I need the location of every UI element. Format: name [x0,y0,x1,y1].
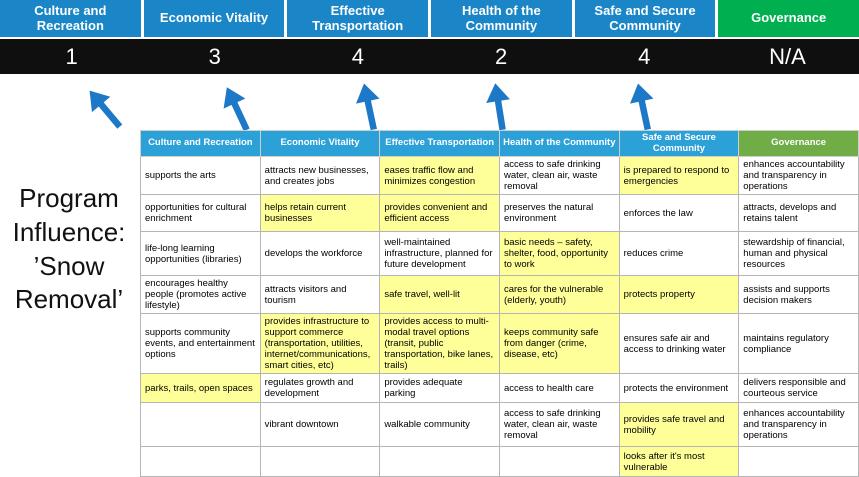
influence-arrow-1 [76,79,134,139]
matrix-cell-empty [498,446,620,477]
program-title-line: ’Snow [33,250,105,281]
matrix-cell: is prepared to respond to emergencies [618,156,740,196]
matrix-cell: life-long learning opportunities (librar… [140,231,261,277]
matrix-header-safe-and-secure-community: Safe and Secure Community [618,129,740,158]
matrix-cell-empty [738,446,859,477]
program-title-line: Program [19,183,119,213]
outcome-header-row: Culture and Recreation Economic Vitality E… [0,0,859,37]
outcome-header-safe-and-secure-community: Safe and Secure Community [574,0,716,37]
score-safe-and-secure-community: 4 [638,43,651,69]
outcome-header-economic-vitality: Economic Vitality [143,0,285,37]
matrix-cell: enforces the law [618,194,740,233]
outcome-header-health-of-the-community: Health of the Community [431,0,572,37]
matrix-row: encourages healthy people (promotes acti… [140,275,859,315]
program-title: Program Influence: ’Snow Removal’ [0,182,138,317]
matrix-cell: provides infrastructure to support comme… [259,313,381,375]
influence-arrow-3 [347,79,391,135]
matrix-row: parks, trails, open spaces regulates grow… [140,373,859,404]
matrix-cell: access to safe drinking water, clean air… [498,402,620,448]
matrix-cell: provides convenient and efficient access [379,194,500,233]
matrix-cell: regulates growth and development [259,373,381,404]
matrix-row: vibrant downtown walkable community access… [140,402,859,448]
matrix-cell: assists and supports decision makers [738,275,859,315]
program-title-line: Removal’ [14,284,124,315]
score-economic-vitality: 3 [208,43,221,69]
matrix-cell: opportunities for cultural enrichment [140,194,261,233]
matrix-cell: enhances accountability and transparency… [738,156,859,196]
influence-arrow-4 [478,80,519,135]
matrix-cell: stewardship of financial, human and phys… [738,231,859,277]
matrix-cell: provides adequate parking [379,373,500,404]
score-band: 1 3 4 2 4 N/A [0,39,859,74]
matrix-row: opportunities for cultural enrichment hel… [140,194,859,233]
matrix-cell: eases traffic flow and minimizes congest… [379,156,500,196]
matrix-row: life-long learning opportunities (librar… [140,231,859,277]
matrix-header-governance: Governance [738,129,859,158]
matrix-header-culture-and-recreation: Culture and Recreation [140,129,261,158]
matrix-cell: attracts new businesses, and creates job… [259,156,381,196]
matrix-header-economic-vitality: Economic Vitality [259,129,381,158]
matrix-cell: safe travel, well-lit [379,275,500,315]
matrix-cell: develops the workforce [259,231,381,277]
matrix-cell: walkable community [379,402,500,448]
outcome-header-culture-and-recreation: Culture and Recreation [0,0,141,37]
matrix-row: supports the arts attracts new businesses… [140,156,859,196]
matrix-cell: supports community events, and entertain… [140,313,261,375]
matrix-cell: enhances accountability and transparency… [738,402,859,448]
matrix-cell: basic needs – safety, shelter, food, opp… [498,231,620,277]
matrix-cell: attracts visitors and tourism [259,275,381,315]
matrix-cell: provides safe travel and mobility [618,402,740,448]
matrix-cell: vibrant downtown [259,402,381,448]
matrix-cell: provides access to multi-modal travel op… [379,313,500,375]
influence-matrix: Culture and Recreation Economic Vitality E… [140,129,859,477]
score-governance: N/A [769,43,806,69]
matrix-cell: ensures safe air and access to drinking … [618,313,740,375]
matrix-cell: attracts, develops and retains talent [738,194,859,233]
matrix-cell: encourages healthy people (promotes acti… [140,275,261,315]
matrix-cell: maintains regulatory compliance [738,313,859,375]
outcome-header-effective-transportation: Effective Transportation [287,0,428,37]
score-culture-and-recreation: 1 [65,43,78,69]
influence-arrow-2 [211,79,263,139]
matrix-row: looks after it's most vulnerable [140,446,859,477]
matrix-header-effective-transportation: Effective Transportation [379,129,500,158]
matrix-cell-empty [379,446,500,477]
influence-arrow-5 [621,79,665,135]
matrix-cell: well-maintained infrastructure, planned … [379,231,500,277]
program-title-line: Influence: [12,216,126,247]
matrix-row: supports community events, and entertain… [140,313,859,375]
matrix-cell: keeps community safe from danger (crime,… [498,313,620,375]
score-health-of-the-community: 2 [494,43,508,69]
matrix-cell: preserves the natural environment [498,194,620,233]
matrix-cell: cares for the vulnerable (elderly, youth… [498,275,620,315]
matrix-cell: access to health care [498,373,620,404]
matrix-header-health-of-the-community: Health of the Community [498,129,620,158]
matrix-cell: parks, trails, open spaces [140,373,261,404]
matrix-cell: looks after it's most vulnerable [618,446,740,477]
matrix-cell: helps retain current businesses [259,194,381,233]
outcome-header-governance: Governance [718,0,859,37]
scoreboard: Culture and Recreation Economic Vitality E… [0,0,859,74]
matrix-cell: protects property [618,275,740,315]
matrix-container: Culture and Recreation Economic Vitality E… [140,129,859,477]
matrix-cell-empty [140,446,261,477]
matrix-cell: access to safe drinking water, clean air… [498,156,620,196]
matrix-cell: reduces crime [618,231,740,277]
score-effective-transportation: 4 [351,43,365,69]
matrix-cell: delivers responsible and courteous servi… [738,373,859,404]
matrix-cell: protects the environment [618,373,740,404]
matrix-cell: supports the arts [140,156,261,196]
matrix-cell-empty [259,446,381,477]
matrix-cell-empty [140,402,261,448]
